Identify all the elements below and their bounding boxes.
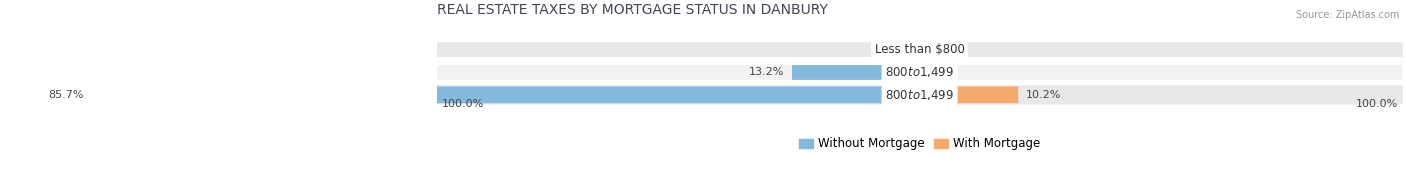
Legend: Without Mortgage, With Mortgage: Without Mortgage, With Mortgage [799, 137, 1040, 151]
Text: 10.2%: 10.2% [1026, 90, 1062, 100]
Text: Less than $800: Less than $800 [875, 43, 965, 56]
Text: 0.0%: 0.0% [928, 44, 956, 54]
Text: $800 to $1,499: $800 to $1,499 [886, 88, 955, 102]
Text: 100.0%: 100.0% [441, 99, 484, 109]
Text: Source: ZipAtlas.com: Source: ZipAtlas.com [1295, 10, 1399, 20]
FancyBboxPatch shape [436, 62, 1403, 82]
FancyBboxPatch shape [436, 85, 1403, 105]
FancyBboxPatch shape [792, 64, 920, 81]
Text: 0.0%: 0.0% [928, 67, 956, 77]
Text: 1.1%: 1.1% [873, 44, 901, 54]
FancyBboxPatch shape [920, 86, 1018, 103]
Text: 100.0%: 100.0% [1355, 99, 1398, 109]
Text: $800 to $1,499: $800 to $1,499 [886, 65, 955, 79]
FancyBboxPatch shape [436, 40, 1403, 59]
Text: REAL ESTATE TAXES BY MORTGAGE STATUS IN DANBURY: REAL ESTATE TAXES BY MORTGAGE STATUS IN … [437, 4, 828, 18]
FancyBboxPatch shape [908, 41, 920, 58]
Text: 13.2%: 13.2% [749, 67, 785, 77]
Text: 85.7%: 85.7% [49, 90, 84, 100]
FancyBboxPatch shape [91, 86, 920, 103]
